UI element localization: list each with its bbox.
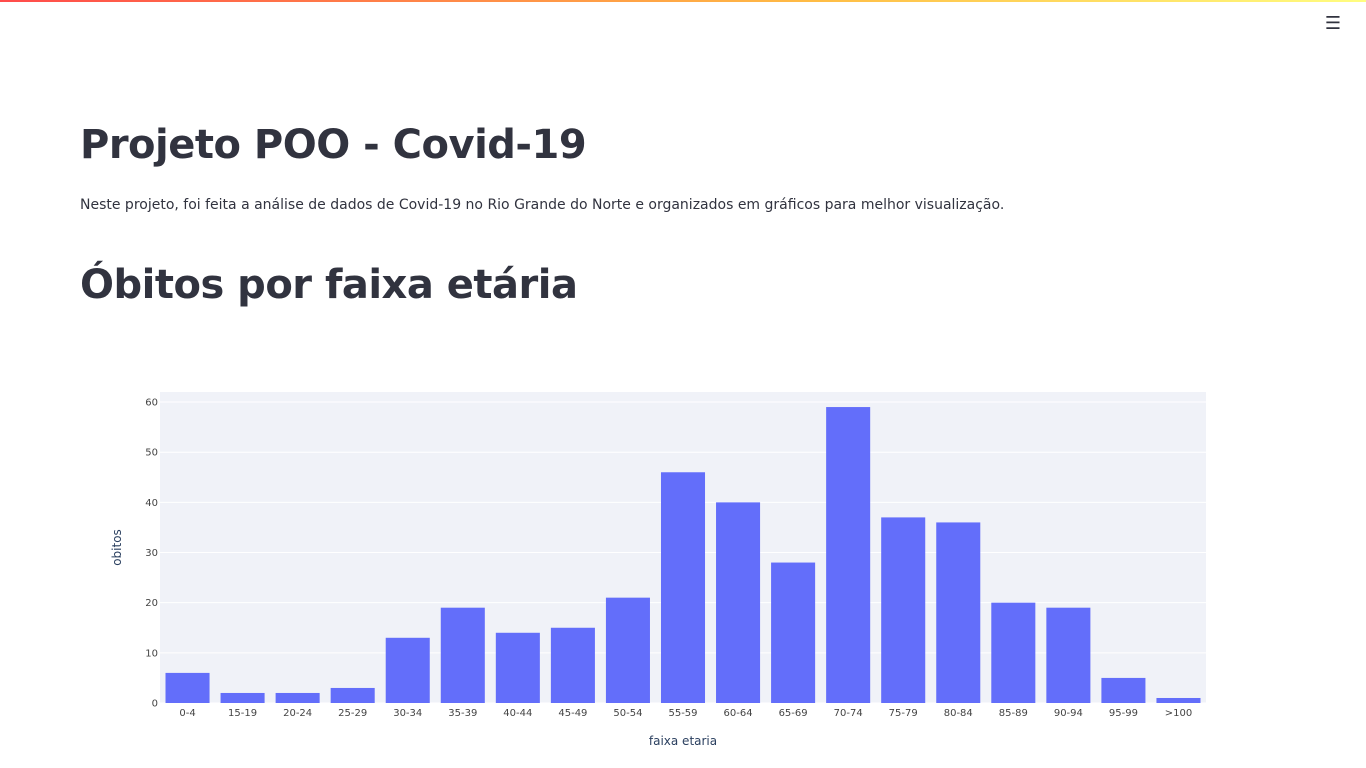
bar[interactable] <box>440 607 485 703</box>
x-tick-label: 70-74 <box>834 708 863 719</box>
y-tick-label: 20 <box>145 598 158 609</box>
bar[interactable] <box>275 692 320 703</box>
y-tick-label: 10 <box>145 648 158 659</box>
x-tick-label: 15-19 <box>228 708 257 719</box>
bar[interactable] <box>991 602 1036 703</box>
y-tick-labels: 0 10 20 30 40 50 60 <box>145 398 158 710</box>
x-tick-label: 75-79 <box>889 708 918 719</box>
deaths-by-age-bar-chart[interactable]: 0 10 20 30 40 50 60 0-4 15-19 20-24 25-29 30-34 35-… <box>0 340 1366 760</box>
y-tick-label: 30 <box>145 548 158 559</box>
x-tick-label: 40-44 <box>503 708 532 719</box>
x-tick-label: 45-49 <box>558 708 587 719</box>
page-title: Projeto POO - Covid-19 <box>80 122 587 168</box>
y-axis-label: obitos <box>110 529 124 566</box>
bar[interactable] <box>605 597 650 703</box>
bar[interactable] <box>936 522 981 703</box>
x-tick-label: 95-99 <box>1109 708 1138 719</box>
bar[interactable] <box>881 517 926 703</box>
x-tick-label: 85-89 <box>999 708 1028 719</box>
x-tick-labels: 0-4 15-19 20-24 25-29 30-34 35-39 40-44 45-49 50… <box>179 708 1192 719</box>
hamburger-icon[interactable]: ☰ <box>1324 13 1342 34</box>
x-tick-label: 35-39 <box>448 708 477 719</box>
bar[interactable] <box>771 562 816 703</box>
x-tick-label: 0-4 <box>179 708 195 719</box>
x-tick-label: 80-84 <box>944 708 973 719</box>
bar[interactable] <box>1046 607 1091 703</box>
y-tick-label: 50 <box>145 448 158 459</box>
x-tick-label: 65-69 <box>779 708 808 719</box>
page-description: Neste projeto, foi feita a análise de da… <box>80 197 1005 213</box>
section-title: Óbitos por faixa etária <box>80 262 578 308</box>
x-tick-label: 20-24 <box>283 708 312 719</box>
x-tick-label: 25-29 <box>338 708 367 719</box>
bar[interactable] <box>826 407 871 703</box>
bar[interactable] <box>550 627 595 703</box>
bar[interactable] <box>385 637 430 703</box>
top-decoration-bar <box>0 0 1366 2</box>
bars-group <box>165 407 1201 703</box>
x-tick-label: 90-94 <box>1054 708 1083 719</box>
y-tick-label: 60 <box>145 398 158 409</box>
x-axis-label: faixa etaria <box>649 734 717 748</box>
bar[interactable] <box>1156 697 1201 703</box>
bar[interactable] <box>330 687 375 703</box>
x-tick-label: 50-54 <box>613 708 642 719</box>
bar[interactable] <box>660 472 706 703</box>
bar[interactable] <box>165 672 210 703</box>
x-tick-label: 30-34 <box>393 708 422 719</box>
bar[interactable] <box>1101 677 1146 703</box>
bar[interactable] <box>495 632 540 703</box>
x-tick-label: >100 <box>1165 708 1192 719</box>
bar[interactable] <box>716 502 761 703</box>
x-tick-label: 60-64 <box>724 708 753 719</box>
bar[interactable] <box>220 692 265 703</box>
y-tick-label: 0 <box>152 699 158 710</box>
y-tick-label: 40 <box>145 498 158 509</box>
x-tick-label: 55-59 <box>668 708 697 719</box>
